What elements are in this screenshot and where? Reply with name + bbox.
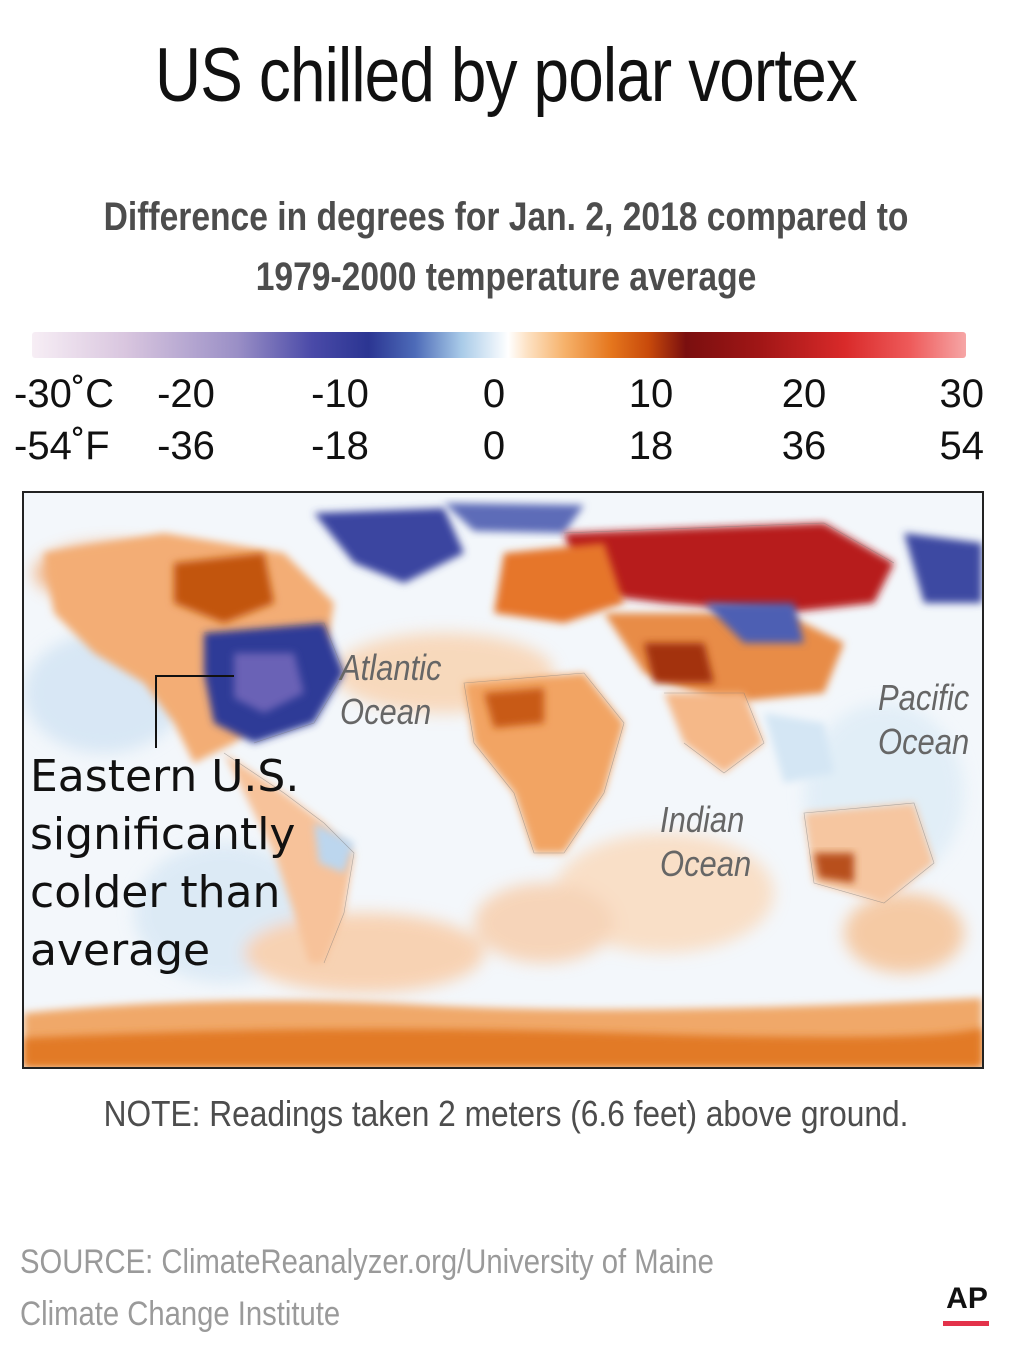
fahrenheit-tick: -54˚F bbox=[14, 424, 110, 468]
celsius-tick: -30˚C bbox=[14, 372, 115, 416]
fahrenheit-tick: 18 bbox=[628, 424, 674, 468]
subtitle-line-2: 1979-2000 temperature average bbox=[255, 255, 757, 299]
celsius-tick: 0 bbox=[482, 372, 506, 416]
temperature-color-scale bbox=[32, 332, 966, 358]
callout-leader-line bbox=[155, 675, 234, 748]
celsius-tick: -20 bbox=[157, 372, 215, 416]
celsius-tick: -10 bbox=[311, 372, 369, 416]
world-map-graphic bbox=[24, 493, 982, 1067]
fahrenheit-tick: 0 bbox=[482, 424, 506, 468]
temperature-anomaly-map bbox=[22, 491, 984, 1069]
note-text: NOTE: Readings taken 2 meters (6.6 feet)… bbox=[103, 1093, 909, 1134]
source-line-1: SOURCE: ClimateReanalyzer.org/University… bbox=[20, 1243, 714, 1281]
fahrenheit-tick: -18 bbox=[311, 424, 369, 468]
page-title: US chilled by polar vortex bbox=[154, 33, 858, 118]
subtitle-line-1: Difference in degrees for Jan. 2, 2018 c… bbox=[103, 195, 909, 239]
atlantic-ocean-label: Atlantic Ocean bbox=[340, 647, 442, 732]
fahrenheit-tick: -36 bbox=[157, 424, 215, 468]
indian-ocean-label: Indian Ocean bbox=[660, 799, 752, 884]
celsius-tick: 20 bbox=[781, 372, 827, 416]
source-line-2: Climate Change Institute bbox=[20, 1295, 341, 1333]
celsius-tick: 30 bbox=[939, 372, 985, 416]
ap-logo-underline bbox=[943, 1321, 989, 1326]
eastern-us-callout: Eastern U.S. significantly colder than a… bbox=[30, 751, 300, 976]
fahrenheit-tick: 54 bbox=[939, 424, 985, 468]
pacific-ocean-label: Pacific Ocean bbox=[878, 677, 970, 762]
fahrenheit-tick: 36 bbox=[781, 424, 827, 468]
celsius-tick: 10 bbox=[628, 372, 674, 416]
ap-logo: AP bbox=[946, 1282, 988, 1315]
